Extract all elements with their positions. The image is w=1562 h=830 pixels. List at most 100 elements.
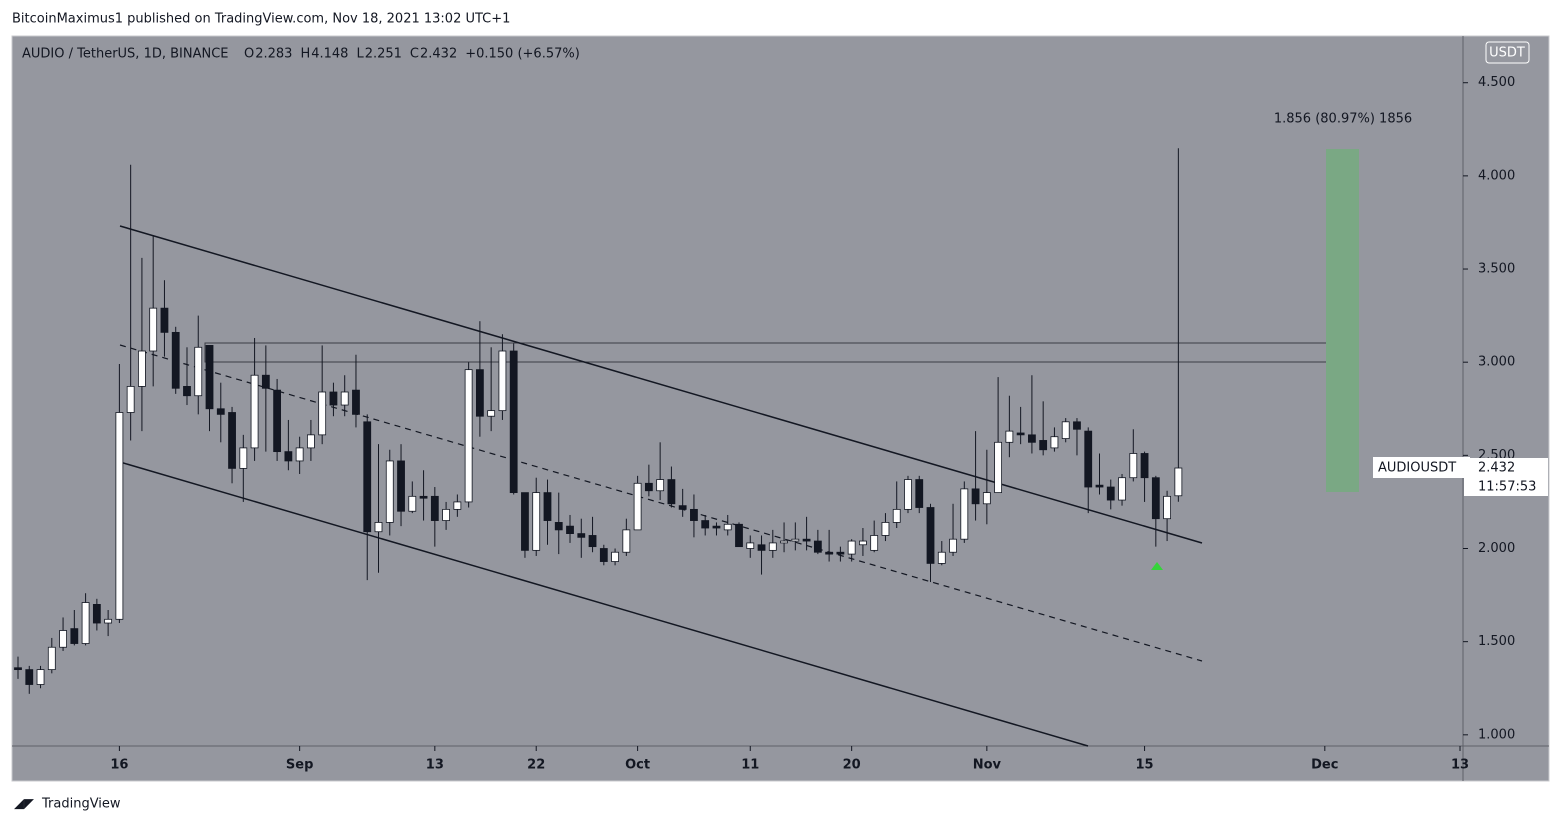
measure-label: 1.856 (80.97%) 1856: [1274, 112, 1412, 127]
candle-body: [408, 495, 417, 512]
brand: TradingView: [41, 797, 121, 812]
y-tick-label: 2.000: [1478, 541, 1515, 556]
candle-body: [633, 482, 642, 531]
candle-body: [1140, 453, 1149, 479]
x-tick-label: 22: [527, 758, 545, 773]
candle-body: [509, 350, 518, 494]
candle-body: [25, 669, 34, 685]
candle-body: [678, 505, 687, 510]
candle-body: [194, 346, 203, 397]
candle-body: [1174, 467, 1183, 497]
y-tick-label: 3.000: [1478, 355, 1515, 370]
candle-body: [1118, 477, 1126, 501]
candle-body: [588, 535, 597, 548]
channel-upper: [119, 225, 1203, 544]
candle-body: [464, 369, 473, 503]
candle-body: [735, 523, 743, 548]
candle-body: [284, 451, 293, 462]
candle-body: [216, 408, 225, 415]
candle-body: [881, 522, 890, 536]
candle-body: [532, 492, 541, 551]
candle-body: [1163, 495, 1171, 520]
channel-median: [119, 344, 1203, 662]
candle-body: [554, 522, 563, 531]
candle-body: [982, 492, 991, 505]
candle-body: [295, 447, 304, 462]
candle-body: [419, 495, 428, 499]
candle-body: [385, 460, 394, 523]
candle-body: [690, 508, 698, 521]
candle-body: [307, 434, 315, 449]
price-tag-text: 2.432: [1478, 461, 1515, 476]
candle-body: [1084, 430, 1093, 488]
candle-body: [171, 331, 180, 389]
candle-body: [870, 535, 879, 551]
candle-body: [318, 391, 327, 436]
candle-body: [36, 669, 45, 685]
x-tick-label: 15: [1136, 758, 1154, 773]
symbol: AUDIO / TetherUS, 1D, BINANCE: [22, 47, 229, 62]
symbol-tag: [1373, 457, 1470, 478]
candle-body: [273, 389, 282, 453]
candle-body: [352, 389, 360, 415]
candle-body: [261, 374, 270, 389]
candle-body: [1073, 421, 1081, 430]
candle-body: [768, 542, 777, 551]
chart-frame: [11, 35, 1550, 782]
y-tick-label: 3.500: [1478, 262, 1515, 277]
candle-body: [329, 391, 338, 406]
countdown: 11:57:53: [1478, 480, 1536, 495]
candle-body: [904, 479, 912, 510]
candle-body: [746, 542, 755, 549]
y-tick-label: 4.000: [1478, 168, 1515, 183]
candle-body: [701, 520, 710, 529]
y-tick-label: 1.500: [1478, 634, 1515, 649]
candle-body: [802, 538, 811, 542]
candle-body: [994, 441, 1003, 494]
candle-body: [836, 551, 845, 555]
change: +0.150 (+6.57%): [465, 47, 580, 62]
ohlc-value: 2.251: [365, 47, 402, 62]
publisher: BitcoinMaximus1 published on TradingView…: [12, 12, 510, 27]
candle-body: [498, 350, 507, 412]
candle-body: [59, 630, 67, 648]
x-tick-label: 13: [426, 758, 444, 773]
candle-body: [791, 538, 800, 542]
candle-body: [442, 508, 450, 521]
arrow-marker: [1151, 562, 1163, 570]
candle-body: [340, 391, 349, 406]
ohlc-value: 4.148: [311, 47, 348, 62]
candle-body: [937, 551, 946, 564]
candle-body: [115, 412, 124, 620]
candle-body: [949, 538, 957, 553]
candle-body: [892, 508, 901, 523]
ohlc-key: L: [356, 47, 364, 62]
candle-body: [667, 479, 676, 505]
candle-body: [149, 307, 158, 352]
x-tick-label: Nov: [973, 758, 1002, 773]
candle-body: [138, 350, 146, 387]
candle-body: [847, 540, 856, 555]
candle-body: [622, 529, 631, 553]
drawings: 1.856 (80.97%) 1856: [119, 112, 1412, 747]
candle-body: [611, 551, 619, 562]
ohlc-value: 2.283: [255, 47, 292, 62]
candle-body: [543, 492, 552, 521]
candle-body: [205, 345, 214, 410]
x-tick-label: 20: [843, 758, 861, 773]
candle-body: [644, 482, 653, 492]
price-tag: [1464, 458, 1548, 496]
candle-body: [14, 667, 22, 671]
symbol-tag-text: AUDIOUSDT: [1378, 461, 1456, 476]
candles: [14, 148, 1183, 694]
candle-body: [926, 507, 935, 564]
candle-body: [104, 618, 113, 624]
candle-body: [239, 447, 248, 469]
x-tick-label: 16: [110, 758, 128, 773]
candle-body: [430, 495, 439, 521]
candle-body: [160, 307, 169, 333]
candle-body: [475, 369, 484, 417]
ohlc-key: C: [410, 47, 419, 62]
brand-logo: ◢◤: [14, 797, 34, 812]
